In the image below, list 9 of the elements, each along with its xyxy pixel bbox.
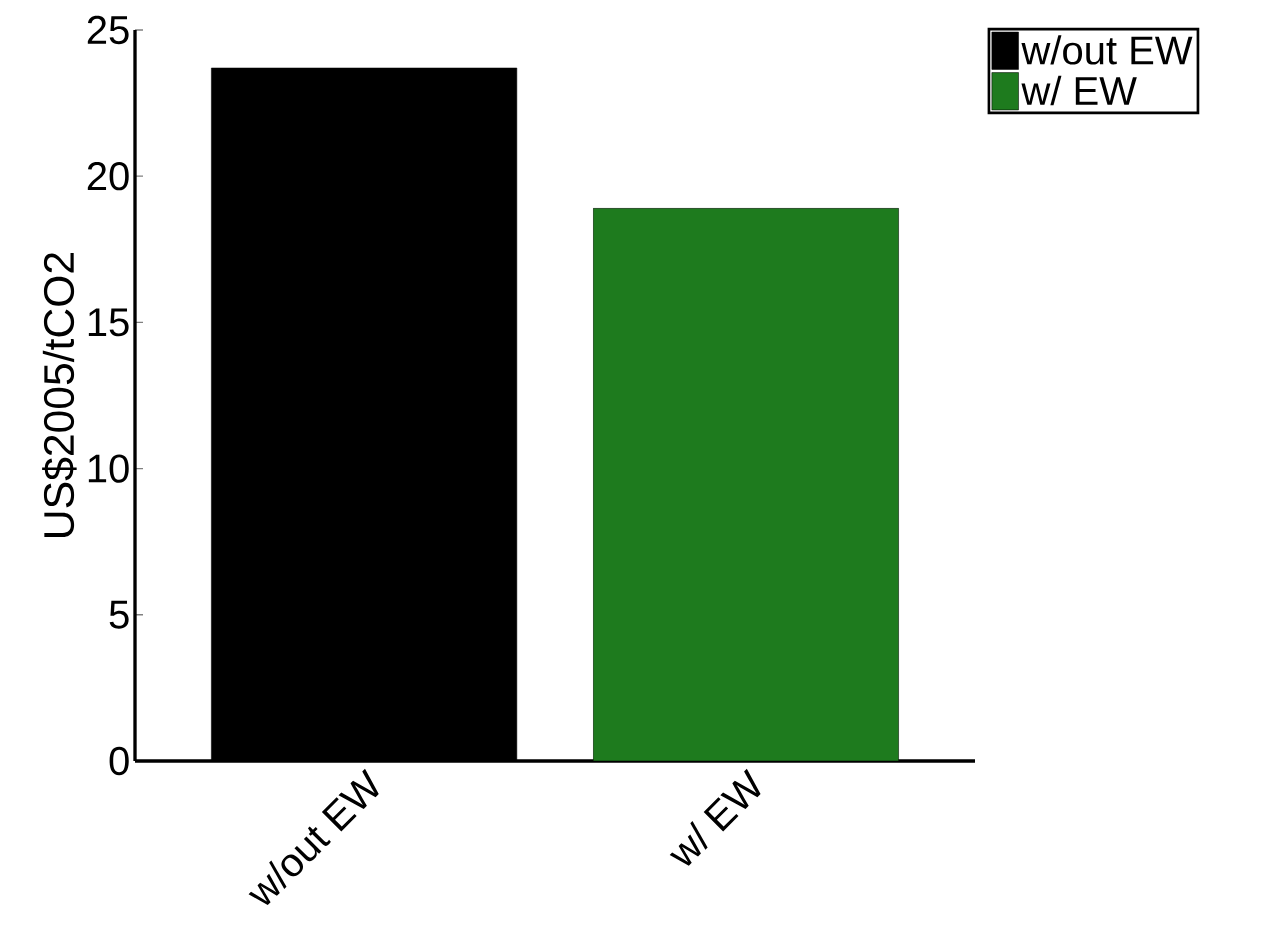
y-tick-label: 5 [109,600,129,629]
legend-label: w/ EW [1021,75,1137,106]
y-tick-label: 15 [88,308,129,337]
y-axis-title: US$2005/tCO2 [42,252,77,537]
y-tick-label: 0 [109,746,129,776]
y-tick-label: 25 [87,15,129,45]
y-tick-label: 10 [88,454,129,483]
y-tick-label: 20 [87,162,129,191]
legend-label: w/out EW [1021,35,1193,65]
